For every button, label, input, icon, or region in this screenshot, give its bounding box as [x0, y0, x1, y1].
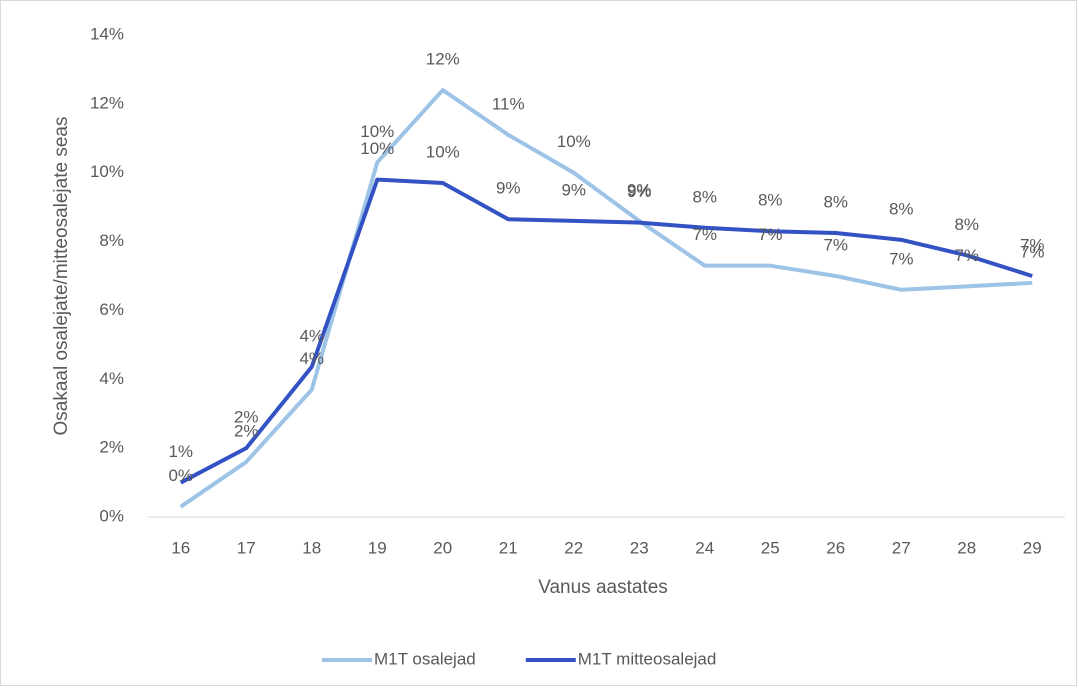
data-label: 0% — [168, 466, 193, 485]
data-label: 10% — [426, 143, 460, 162]
data-label: 4% — [299, 326, 324, 345]
y-tick-label: 14% — [90, 24, 124, 43]
data-label: 8% — [758, 191, 783, 210]
x-tick-label: 16 — [171, 538, 190, 557]
x-tick-label: 24 — [695, 538, 714, 557]
legend-label: M1T mitteosalejad — [578, 649, 717, 668]
data-label: 7% — [889, 249, 914, 268]
data-label: 9% — [561, 180, 586, 199]
data-label: 1% — [168, 442, 193, 461]
x-tick-label: 20 — [433, 538, 452, 557]
data-label: 11% — [492, 94, 525, 113]
data-label: 9% — [627, 180, 652, 199]
y-tick-label: 6% — [99, 300, 124, 319]
data-label: 7% — [823, 235, 848, 254]
data-label: 8% — [823, 192, 848, 211]
y-axis-label: Osakaal osalejate/mitteosalejate seas — [51, 117, 72, 436]
x-tick-label: 17 — [237, 538, 256, 557]
y-tick-label: 2% — [99, 438, 124, 457]
data-label: 7% — [954, 246, 979, 265]
data-label: 7% — [1020, 242, 1045, 261]
y-tick-label: 4% — [99, 369, 124, 388]
x-tick-label: 22 — [564, 538, 583, 557]
data-label: 10% — [360, 122, 394, 141]
y-tick-label: 0% — [99, 506, 124, 525]
data-label: 7% — [1020, 235, 1045, 254]
data-label: 8% — [889, 199, 914, 218]
x-tick-label: 25 — [761, 538, 780, 557]
data-label: 9% — [627, 182, 652, 201]
y-tick-label: 12% — [90, 93, 124, 112]
legend-label: M1T osalejad — [374, 649, 476, 668]
data-label: 10% — [557, 132, 591, 151]
series-line — [179, 177, 1033, 485]
data-label: 7% — [692, 225, 717, 244]
x-tick-label: 23 — [630, 538, 649, 557]
data-label: 10% — [360, 139, 394, 158]
series-line — [179, 88, 1033, 509]
data-label: 12% — [426, 50, 460, 69]
data-label: 2% — [234, 421, 259, 440]
x-tick-label: 26 — [826, 538, 845, 557]
y-tick-label: 10% — [90, 162, 124, 181]
data-label: 9% — [496, 179, 521, 198]
data-label: 2% — [234, 408, 259, 427]
x-tick-label: 18 — [302, 538, 321, 557]
x-tick-label: 27 — [892, 538, 911, 557]
y-tick-label: 8% — [99, 231, 124, 250]
x-tick-label: 21 — [499, 538, 518, 557]
x-tick-label: 19 — [368, 538, 387, 557]
data-label: 8% — [692, 187, 717, 206]
data-label: 7% — [758, 225, 783, 244]
data-label: 4% — [299, 349, 324, 368]
data-label: 8% — [954, 215, 979, 234]
x-axis-label: Vanus aastates — [538, 577, 668, 598]
x-tick-label: 28 — [957, 538, 976, 557]
x-tick-label: 29 — [1023, 538, 1042, 557]
